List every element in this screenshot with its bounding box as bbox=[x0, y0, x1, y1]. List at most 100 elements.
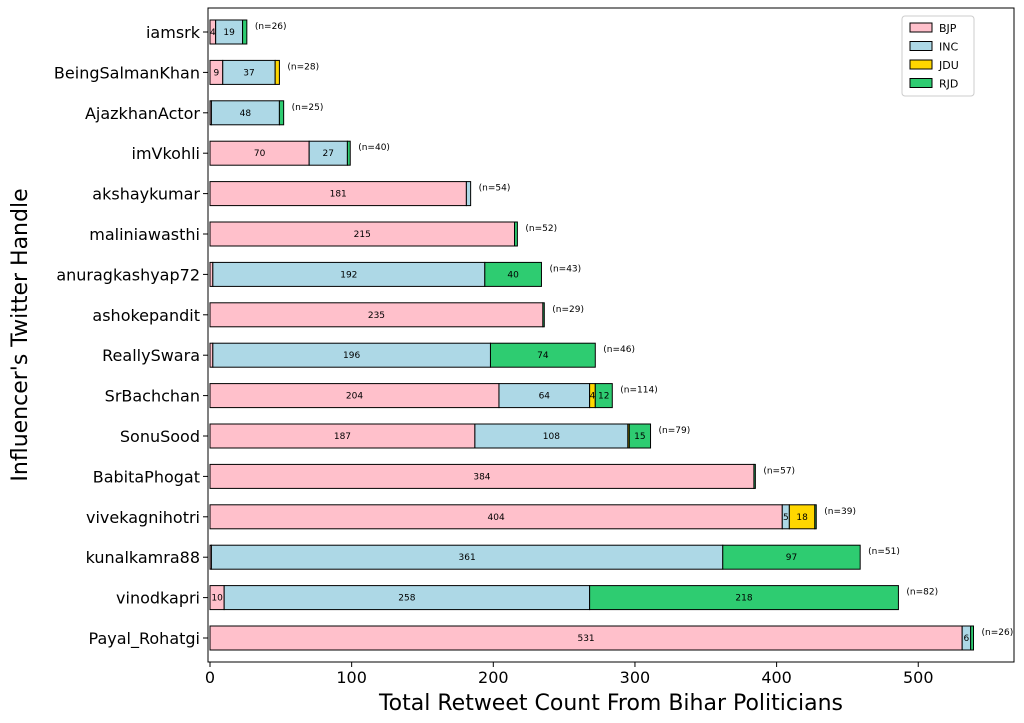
bar-segment-bjp bbox=[209, 463, 755, 489]
segment-value-label: 97 bbox=[786, 553, 797, 563]
y-tick-label: iamsrk bbox=[146, 23, 201, 42]
bar-segment-rjd bbox=[628, 423, 652, 449]
bar-segment-bjp bbox=[209, 221, 516, 247]
segment-value-label: 37 bbox=[243, 68, 254, 78]
legend-label-rjd: RJD bbox=[939, 78, 958, 91]
bar-segment-bjp bbox=[209, 302, 544, 328]
x-tick-label: 500 bbox=[903, 668, 934, 687]
bar-segment-bjp bbox=[209, 140, 310, 166]
y-tick-label: AjazkhanActor bbox=[85, 104, 200, 123]
bar-segment-rjd bbox=[489, 342, 596, 368]
y-tick-label: ReallySwara bbox=[102, 346, 200, 365]
x-axis-title: Total Retweet Count From Bihar Politicia… bbox=[378, 691, 843, 716]
sample-size-label: (n=54) bbox=[479, 184, 511, 194]
y-tick-label: akshaykumar bbox=[92, 185, 200, 204]
bar-segment-bjp bbox=[209, 383, 500, 409]
segment-value-label: 258 bbox=[398, 594, 415, 604]
y-tick-label: ashokepandit bbox=[92, 306, 200, 325]
bars-layer: 4 19 (n=26) 9 37 (n=28) 48 (n=25) 70 27 (n=40) 181 (… bbox=[209, 19, 1013, 651]
segment-value-label: 27 bbox=[323, 149, 334, 159]
sample-size-label: (n=114) bbox=[620, 386, 657, 396]
bar-segment-bjp bbox=[209, 625, 963, 651]
bar-segment-rjd bbox=[814, 504, 817, 530]
segment-value-label: 404 bbox=[488, 513, 505, 523]
bar-segment-inc bbox=[223, 585, 591, 611]
y-tick-label: BabitaPhogat bbox=[93, 467, 200, 486]
sample-size-label: (n=39) bbox=[824, 507, 856, 517]
sample-size-label: (n=40) bbox=[358, 143, 390, 153]
y-tick-label: Payal_Rohatgi bbox=[89, 629, 200, 649]
y-tick-label: kunalkamra88 bbox=[86, 548, 200, 567]
bar-segment-bjp bbox=[209, 423, 476, 449]
x-tick-label: 300 bbox=[620, 668, 651, 687]
y-tick-label: maliniawasthi bbox=[89, 225, 200, 244]
sample-size-label: (n=25) bbox=[292, 103, 324, 113]
bar-segment-rjd bbox=[242, 19, 248, 45]
segment-value-label: 235 bbox=[368, 311, 385, 321]
bar-segment-jdu bbox=[274, 59, 280, 85]
y-tick-label: anuragkashyap72 bbox=[56, 265, 200, 284]
segment-value-label: 384 bbox=[473, 472, 490, 482]
segment-value-label: 64 bbox=[539, 392, 551, 402]
segment-value-label: 70 bbox=[254, 149, 266, 159]
bar-segment-bjp bbox=[209, 504, 783, 530]
segment-value-label: 531 bbox=[577, 634, 594, 644]
sample-size-label: (n=79) bbox=[659, 426, 691, 436]
segment-value-label: 12 bbox=[598, 392, 609, 402]
sample-size-label: (n=51) bbox=[868, 547, 900, 557]
y-tick-label: BeingSalmanKhan bbox=[54, 63, 200, 82]
bar-segment-rjd bbox=[589, 585, 899, 611]
y-tick-label: vivekagnihotri bbox=[86, 508, 200, 527]
bar-segment-inc bbox=[215, 19, 244, 45]
y-tick-label: imVkohli bbox=[132, 144, 201, 163]
segment-value-label: 192 bbox=[340, 270, 357, 280]
bar-segment-rjd bbox=[346, 140, 351, 166]
bar-segment-inc bbox=[212, 261, 486, 287]
bar-segment-jdu bbox=[788, 504, 816, 530]
x-tick-label: 400 bbox=[761, 668, 792, 687]
sample-size-label: (n=52) bbox=[525, 224, 557, 234]
segment-value-label: 187 bbox=[334, 432, 351, 442]
sample-size-label: (n=57) bbox=[763, 466, 795, 476]
segment-value-label: 9 bbox=[214, 68, 220, 78]
legend-swatch-rjd bbox=[909, 78, 933, 88]
segment-value-label: 74 bbox=[537, 351, 549, 361]
legend-swatch-jdu bbox=[909, 59, 933, 70]
segment-value-label: 19 bbox=[223, 28, 235, 38]
sample-size-label: (n=29) bbox=[552, 305, 584, 315]
bar-segment-inc bbox=[498, 383, 591, 409]
bar-segment-rjd bbox=[484, 261, 542, 287]
legend-label-jdu: JDU bbox=[938, 59, 959, 72]
segment-value-label: 4 bbox=[590, 392, 596, 402]
segment-value-label: 6 bbox=[964, 634, 970, 644]
sample-size-label: (n=26) bbox=[255, 22, 287, 32]
segment-value-label: 18 bbox=[796, 513, 808, 523]
y-tick-label: SrBachchan bbox=[105, 387, 200, 406]
x-tick-label: 200 bbox=[478, 668, 509, 687]
legend-swatch-inc bbox=[909, 41, 933, 51]
bar-segment-rjd bbox=[722, 544, 861, 570]
segment-value-label: 15 bbox=[634, 432, 645, 442]
bar-segment-inc bbox=[212, 342, 491, 368]
plot-frame bbox=[207, 7, 1015, 663]
segment-value-label: 108 bbox=[543, 432, 560, 442]
y-axis-title: Influencer's Twitter Handle bbox=[8, 188, 33, 481]
segment-value-label: 40 bbox=[507, 270, 519, 280]
sample-size-label: (n=26) bbox=[981, 628, 1013, 638]
segment-value-label: 196 bbox=[343, 351, 360, 361]
bar-segment-rjd bbox=[594, 383, 613, 409]
bar-segment-rjd bbox=[514, 221, 518, 247]
sample-size-label: (n=43) bbox=[549, 264, 581, 274]
legend-label-inc: INC bbox=[939, 41, 958, 54]
bar-segment-inc bbox=[308, 140, 348, 166]
x-ticks: 0 100 200 300 400 500 bbox=[205, 662, 934, 687]
segment-value-label: 181 bbox=[330, 190, 347, 200]
segment-value-label: 10 bbox=[211, 594, 223, 604]
x-tick-label: 0 bbox=[205, 668, 215, 687]
segment-value-label: 204 bbox=[346, 392, 363, 402]
segment-value-label: 218 bbox=[735, 594, 752, 604]
sample-size-label: (n=28) bbox=[287, 62, 319, 72]
y-tick-label: SonuSood bbox=[120, 427, 200, 446]
legend-label-bjp: BJP bbox=[939, 22, 957, 35]
